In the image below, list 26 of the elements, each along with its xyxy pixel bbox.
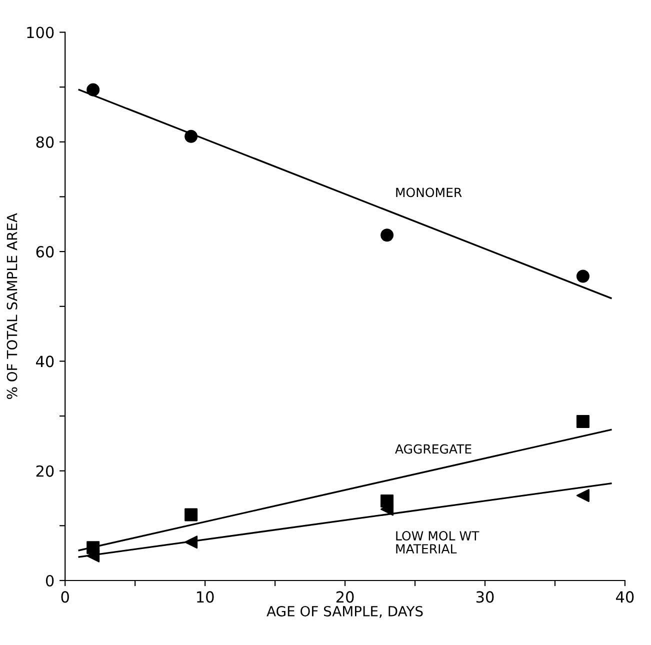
x-tick-label: 20 [336, 591, 354, 603]
point [184, 130, 198, 143]
series-label: MONOMER [396, 188, 462, 198]
point [380, 228, 394, 242]
series-label: AGGREGATE [395, 444, 472, 454]
x-tick-label: 40 [616, 591, 634, 603]
point [576, 270, 590, 283]
y-tick-label: 80 [36, 136, 54, 148]
y-axis-title: % OF TOTAL SAMPLE AREA [6, 213, 18, 399]
y-tick-label: 40 [36, 356, 54, 368]
point [86, 549, 100, 562]
point [576, 415, 590, 428]
y-tick-label: 60 [36, 246, 54, 258]
y-tick-label: 20 [36, 465, 54, 477]
point [184, 508, 198, 522]
x-tick-label: 30 [476, 591, 494, 603]
point [380, 502, 394, 516]
point [576, 489, 590, 502]
point [86, 83, 100, 96]
y-tick-label: 0 [46, 574, 54, 587]
x-axis-title: AGE OF SAMPLE, DAYS [266, 606, 423, 618]
x-tick-label: 0 [61, 591, 69, 603]
point [184, 536, 198, 549]
x-tick-label: 10 [197, 591, 214, 603]
y-tick-label: 100 [27, 26, 54, 38]
series-label: LOW MOL WT MATERIAL [396, 531, 480, 554]
